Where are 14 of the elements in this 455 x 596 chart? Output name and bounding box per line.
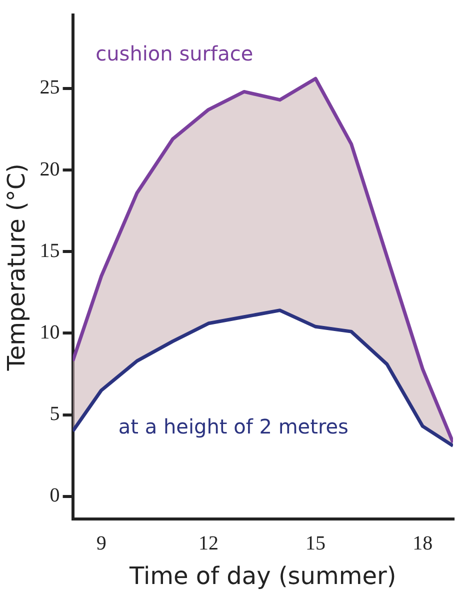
y-tick-label: 0 [50,484,60,507]
y-tick-label: 25 [40,76,60,99]
series-label: cushion surface [96,42,254,66]
x-tick-label: 18 [412,532,433,554]
x-tick-label: 15 [306,532,326,554]
y-tick-label: 20 [40,158,60,180]
y-axis-title: Temperature (°C) [2,164,31,372]
x-tick-label: 9 [96,532,106,554]
y-tick-label: 5 [50,403,60,426]
series-label: at a height of 2 metres [118,414,348,439]
x-axis-title: Time of day (summer) [128,562,396,590]
y-tick-label: 10 [40,321,60,344]
x-tick-label: 12 [198,532,218,554]
y-tick-label: 15 [40,240,60,262]
